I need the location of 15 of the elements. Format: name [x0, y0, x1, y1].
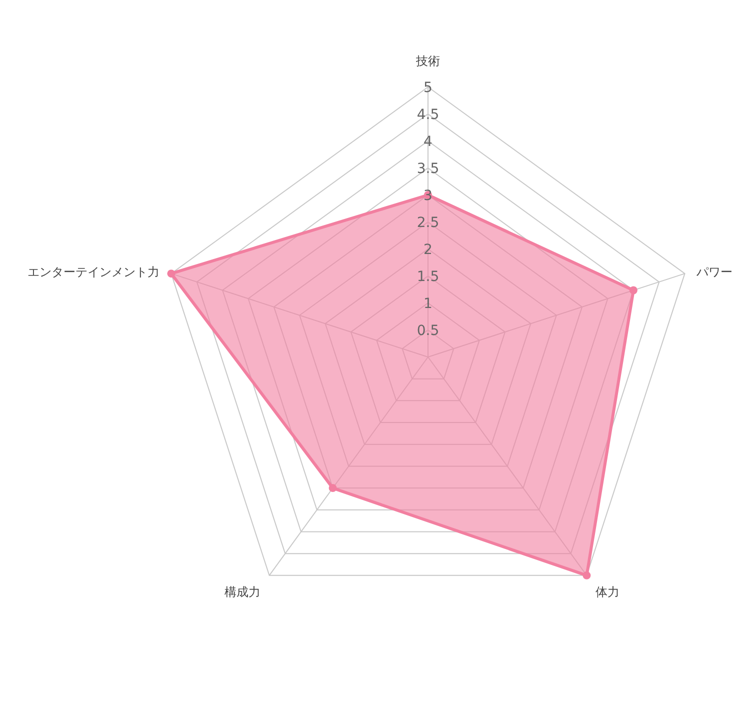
y-tick-label: 2	[424, 242, 432, 258]
spoke-label: エンターテインメント力	[28, 265, 160, 280]
y-tick-label: 2.5	[416, 214, 440, 231]
y-tick-label: 3.5	[416, 160, 440, 177]
spoke-label: 体力	[595, 584, 620, 599]
spoke-label: 技術	[415, 54, 440, 68]
y-tick-label: 3	[424, 188, 432, 204]
spoke-label: 構成力	[224, 584, 261, 599]
y-tick-label: 0.5	[416, 322, 440, 339]
spoke-label: パワー	[695, 265, 732, 280]
y-tick-label: 5	[424, 80, 432, 96]
y-tick-label: 4.5	[416, 106, 440, 123]
y-tick-label: 1.5	[416, 268, 440, 285]
y-tick-label: 4	[424, 134, 433, 150]
y-tick-label: 1	[424, 296, 432, 312]
